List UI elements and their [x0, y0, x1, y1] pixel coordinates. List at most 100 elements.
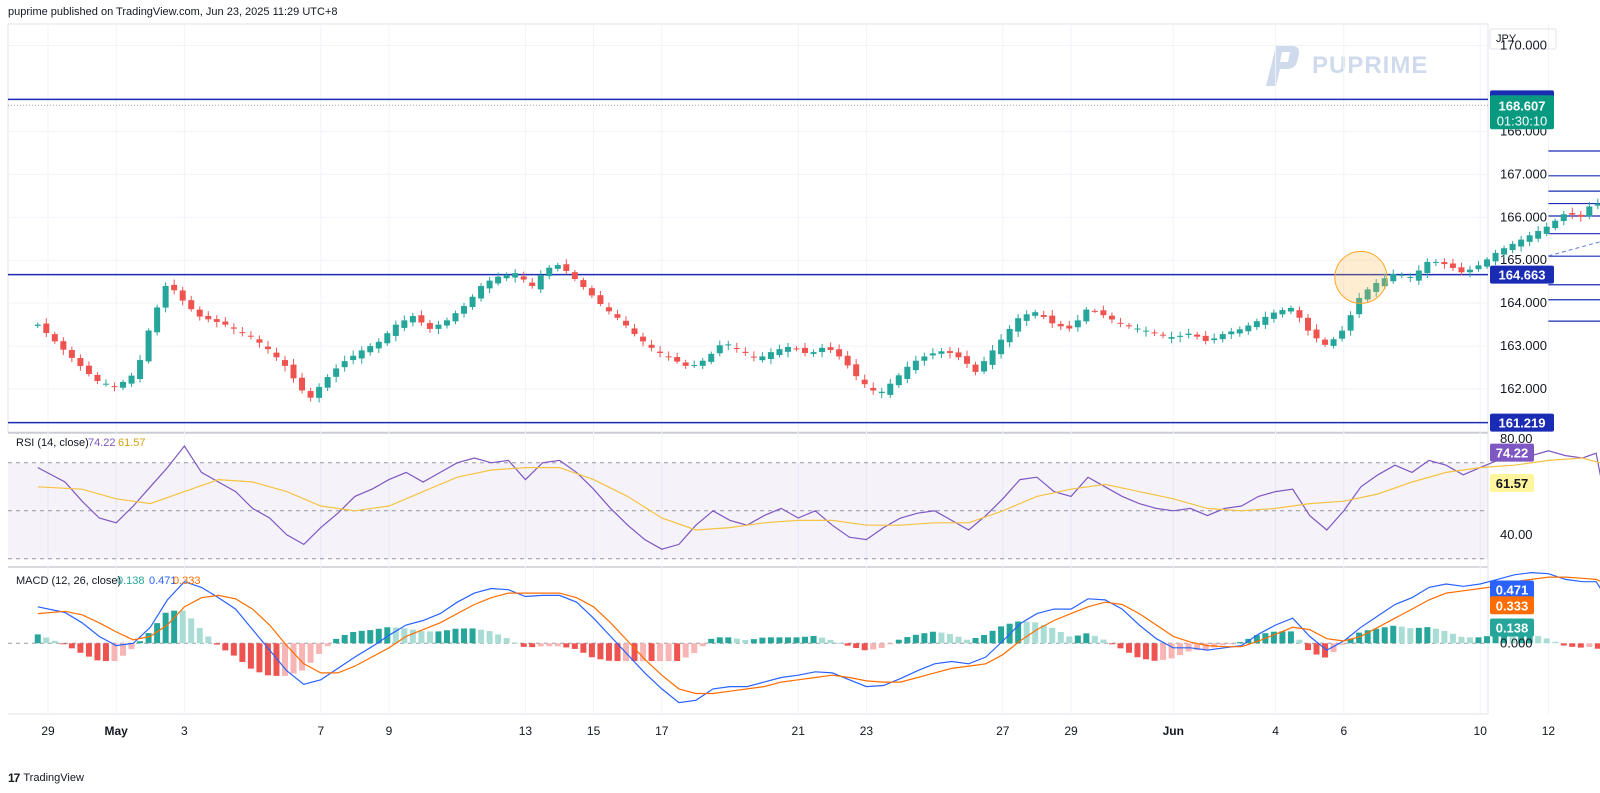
- candle: [1484, 257, 1491, 269]
- macd-histogram-bar: [1390, 625, 1397, 644]
- candle-body: [1279, 310, 1286, 315]
- macd-histogram-bar: [443, 630, 450, 644]
- candle: [1518, 235, 1525, 252]
- macd-y-tick: 0.000: [1500, 635, 1533, 650]
- candle-body: [1006, 328, 1013, 343]
- candle: [963, 350, 970, 369]
- candle: [1040, 310, 1047, 320]
- candle-body: [520, 276, 527, 280]
- macd-histogram-bar: [290, 643, 297, 674]
- candle-body: [1143, 330, 1150, 332]
- candle-body: [111, 386, 118, 388]
- macd-histogram-bar: [972, 637, 979, 644]
- macd-histogram-bar: [657, 643, 664, 662]
- candle: [605, 302, 612, 315]
- y-tick-label: 164.000: [1500, 295, 1547, 310]
- trendline[interactable]: [1548, 149, 1600, 257]
- fibonacci-retracement[interactable]: 0 (167.543)0.236 (166.965)0.382 (166.608…: [1548, 147, 1600, 328]
- candle-body: [43, 323, 50, 333]
- candle: [316, 383, 323, 403]
- candle: [1006, 325, 1013, 348]
- candle-body: [1330, 339, 1337, 346]
- candle-body: [222, 321, 229, 325]
- macd-histogram-bar: [1168, 643, 1175, 659]
- candle: [1134, 323, 1141, 333]
- macd-histogram-bar: [861, 643, 868, 651]
- macd-histogram-bar: [188, 618, 195, 644]
- candle-body: [588, 288, 595, 296]
- candle: [375, 338, 382, 353]
- x-tick-label: 3: [181, 724, 188, 738]
- candle-body: [1441, 262, 1448, 265]
- macd-histogram-bar: [1100, 639, 1107, 644]
- candle: [699, 357, 706, 370]
- candle: [495, 272, 502, 286]
- macd-histogram-bar: [358, 630, 365, 644]
- candle-body: [1100, 310, 1107, 316]
- macd-histogram-bar: [750, 639, 757, 644]
- candle: [435, 320, 442, 335]
- candle-body: [554, 265, 561, 269]
- x-axis: 29May37913151721232729Jun461012141820242…: [41, 724, 1555, 738]
- macd-histogram-bar: [1023, 621, 1030, 644]
- candle-body: [1032, 312, 1039, 316]
- candle: [998, 334, 1005, 359]
- currency-button[interactable]: [1489, 28, 1557, 50]
- macd-histogram-bar: [1373, 628, 1380, 644]
- macd-histogram-bar: [955, 636, 962, 644]
- candle-body: [1074, 320, 1081, 328]
- candle: [1262, 311, 1269, 329]
- macd-histogram-bar: [1458, 636, 1465, 644]
- candle: [929, 348, 936, 360]
- candle-body: [836, 349, 843, 357]
- candle-body: [264, 346, 271, 350]
- candle: [1535, 226, 1542, 243]
- candle: [520, 271, 527, 283]
- macd-histogram-bar: [264, 643, 271, 676]
- candle-body: [887, 383, 894, 395]
- candle-body: [878, 391, 885, 394]
- candle: [256, 335, 263, 348]
- candle-body: [1381, 278, 1388, 287]
- macd-histogram-bar: [1279, 631, 1286, 644]
- candle-body: [861, 379, 868, 385]
- candle-body: [358, 350, 365, 359]
- macd-histogram-bar: [767, 637, 774, 644]
- candle-body: [1535, 231, 1542, 239]
- x-tick-label: 29: [1064, 724, 1078, 738]
- candle: [503, 272, 510, 282]
- macd-histogram-bar: [716, 637, 723, 644]
- macd-histogram-bar: [1194, 643, 1201, 651]
- macd-histogram-bar: [844, 643, 851, 646]
- candle-body: [333, 368, 340, 377]
- candle: [938, 347, 945, 358]
- candle: [563, 259, 570, 275]
- candle-body: [409, 316, 416, 323]
- candle-body: [34, 324, 41, 326]
- candle: [409, 312, 416, 327]
- macd-histogram-bar: [68, 643, 75, 649]
- candle-body: [1091, 310, 1098, 312]
- candle: [537, 270, 544, 293]
- macd-histogram-bar: [1594, 643, 1600, 649]
- macd-histogram-bar: [375, 628, 382, 644]
- candle-body: [1432, 261, 1439, 263]
- candle-body: [307, 391, 314, 398]
- candle: [767, 348, 774, 365]
- candle-body: [324, 377, 331, 388]
- y-axis: JPY170.000166.000167.000166.000165.00016…: [1489, 28, 1557, 396]
- macd-histogram-bar: [810, 636, 817, 644]
- candle: [1390, 269, 1397, 284]
- candle-body: [1577, 214, 1584, 217]
- macd-histogram-bar: [742, 640, 749, 644]
- candle: [1151, 329, 1158, 337]
- candle-body: [1057, 323, 1064, 327]
- macd-histogram-bar: [1296, 639, 1303, 644]
- macd-badge-label: 0.138: [1496, 621, 1529, 636]
- candle: [1552, 218, 1559, 231]
- candle: [1091, 308, 1098, 314]
- candle-body: [1083, 309, 1090, 322]
- macd-histogram-bar: [1484, 636, 1491, 644]
